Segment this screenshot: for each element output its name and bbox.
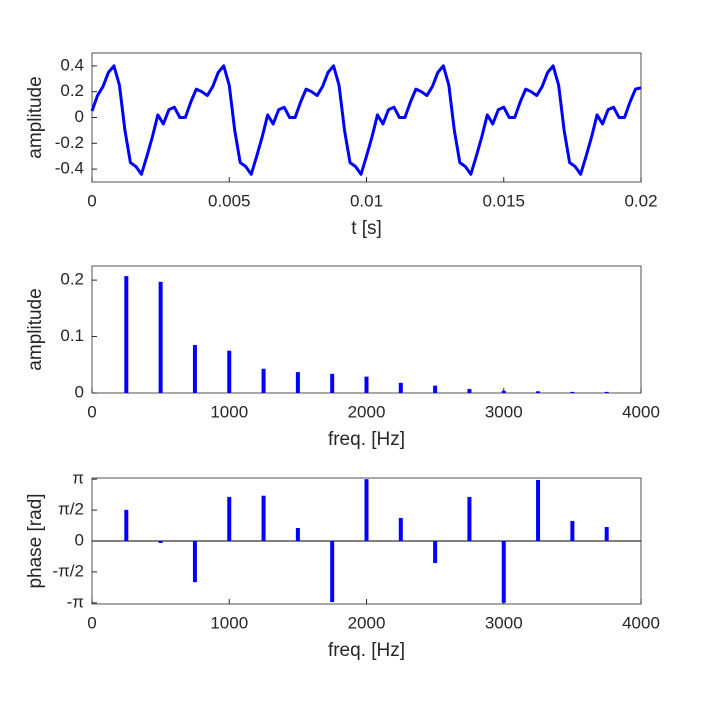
x-axis-label: t [s]: [351, 218, 382, 239]
y-tick-label: -0.4: [55, 159, 84, 178]
stem-bar: [192, 541, 197, 583]
y-tick-label: -0.2: [55, 133, 84, 152]
y-tick-label: 0.2: [60, 81, 84, 100]
y-tick-label: 0.2: [60, 270, 84, 289]
y-tick-label: 0: [75, 382, 84, 401]
stem-bar: [158, 281, 163, 393]
y-axis-label: amplitude: [25, 76, 46, 158]
stem-bar: [570, 520, 575, 541]
stem-bar: [604, 527, 609, 541]
stem-bar: [192, 345, 197, 393]
stem-bar: [364, 479, 369, 541]
stem-bar: [501, 390, 506, 393]
stem-bar: [433, 541, 438, 564]
stem-bar: [433, 385, 438, 393]
y-tick-label: π: [72, 469, 84, 488]
x-tick-label: 0: [87, 402, 96, 421]
y-tick-label: π/2: [58, 500, 84, 519]
y-tick-label: 0.4: [60, 55, 84, 74]
stem-bar: [158, 541, 163, 543]
x-tick-label: 0.01: [350, 191, 383, 210]
x-axis-label: freq. [Hz]: [328, 429, 405, 450]
stem-bar: [227, 350, 232, 393]
stem-bar: [295, 528, 300, 541]
stem-bar: [467, 389, 472, 393]
stem-bar: [330, 541, 335, 603]
stem-bar: [330, 373, 335, 393]
stem-bar: [536, 479, 541, 541]
y-tick-label: 0: [75, 530, 84, 549]
stem-bar: [536, 391, 541, 393]
x-tick-label: 0.02: [624, 191, 657, 210]
y-axis-label: amplitude: [25, 288, 46, 370]
y-axis-label: phase [rad]: [25, 493, 46, 588]
x-tick-label: 0: [87, 613, 96, 632]
stem-bar: [124, 276, 129, 393]
stem-bar: [398, 517, 403, 541]
x-tick-label: 4000: [622, 402, 660, 421]
y-tick-label: -π: [67, 592, 84, 611]
x-tick-label: 2000: [348, 402, 386, 421]
y-tick-label: 0: [75, 107, 84, 126]
stem-bar: [398, 382, 403, 393]
x-axis-label: freq. [Hz]: [328, 640, 405, 661]
stem-bar: [570, 391, 575, 393]
y-tick-label: 0.1: [60, 326, 84, 345]
stem-bar: [261, 368, 266, 393]
stem-bar: [501, 541, 506, 603]
stem-bar: [604, 391, 609, 393]
x-tick-label: 0.015: [482, 191, 525, 210]
axes-box: [91, 265, 642, 394]
x-tick-label: 3000: [485, 613, 523, 632]
stem-bar: [261, 495, 266, 541]
stem-bar: [364, 376, 369, 393]
signal-line: [90, 64, 642, 176]
stem-bar: [124, 509, 129, 541]
x-tick-label: 1000: [210, 402, 248, 421]
stem-bar: [227, 496, 232, 541]
x-tick-label: 1000: [210, 613, 248, 632]
x-tick-label: 0: [87, 191, 96, 210]
x-tick-label: 4000: [622, 613, 660, 632]
x-tick-label: 0.005: [208, 191, 251, 210]
x-tick-label: 2000: [348, 613, 386, 632]
x-tick-label: 3000: [485, 402, 523, 421]
axes-box: [91, 52, 642, 183]
stem-bar: [467, 496, 472, 541]
y-tick-label: -π/2: [52, 561, 84, 580]
stem-bar: [295, 372, 300, 393]
